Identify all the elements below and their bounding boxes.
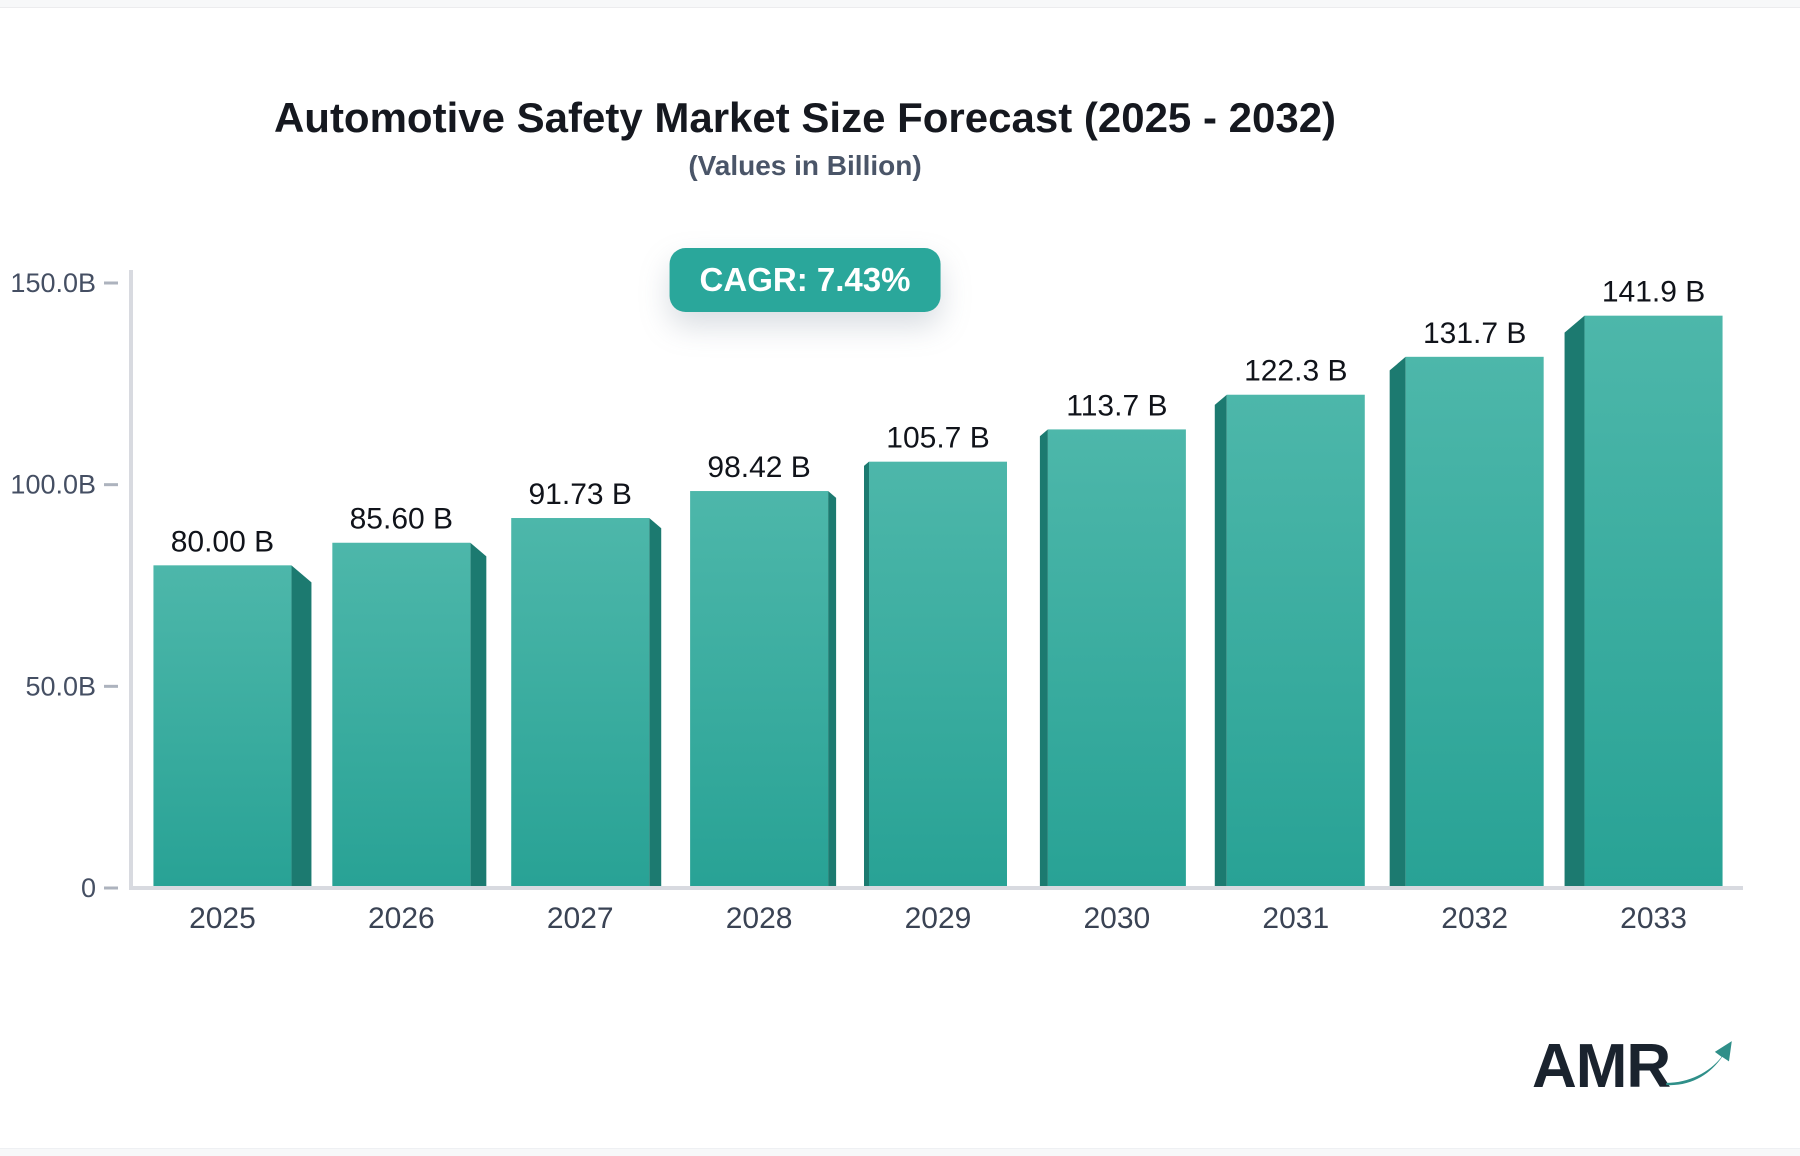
- x-axis-label: 2025: [189, 902, 256, 935]
- chart-subtitle: (Values in Billion): [688, 150, 922, 181]
- bar-side-face: [1389, 356, 1406, 888]
- cagr-badge: CAGR: 7.43%: [669, 248, 941, 312]
- bar-value-label: 80.00 B: [171, 525, 274, 558]
- bar-group-2030: 113.7 B 2030: [1039, 389, 1186, 935]
- bar-group-2033: 141.9 B 2033: [1564, 276, 1723, 935]
- y-axis-tick-label: 150.0B: [10, 268, 96, 298]
- bar-value-label: 122.3 B: [1244, 355, 1347, 388]
- bar-value-label: 85.60 B: [350, 503, 453, 536]
- bar-front-face: [1047, 429, 1186, 888]
- bar-side-face: [649, 518, 662, 888]
- bar-group-2032: 131.7 B 2032: [1389, 317, 1544, 935]
- bar-group-2025: 80.00 B 2025: [153, 525, 312, 935]
- y-axis-line: [129, 270, 133, 888]
- bar-group-2027: 91.73 B 2027: [511, 478, 662, 935]
- amr-logo-text: AMR: [1532, 1032, 1671, 1101]
- bar-side-face: [1214, 394, 1227, 888]
- x-axis-label: 2031: [1262, 902, 1329, 935]
- bar-front-face: [332, 542, 471, 888]
- bar-value-label: 91.73 B: [529, 478, 632, 511]
- bar-front-face: [869, 461, 1007, 888]
- bar-value-label: 113.7 B: [1066, 389, 1167, 422]
- bar-group-2026: 85.60 B 2026: [332, 503, 487, 935]
- bar-side-face: [1564, 315, 1585, 888]
- bar-value-label: 131.7 B: [1423, 317, 1526, 350]
- bar-front-face: [690, 491, 829, 888]
- top-edge-strip: [0, 0, 1800, 8]
- x-axis-label: 2026: [368, 902, 435, 935]
- bar-group-2029: 105.7 B 2029: [864, 422, 1007, 935]
- x-axis-label: 2028: [726, 902, 793, 935]
- bar-side-face: [864, 461, 869, 888]
- x-axis-label: 2033: [1620, 902, 1687, 935]
- bar-side-face: [1039, 429, 1048, 888]
- bottom-edge-strip: [0, 1148, 1800, 1156]
- x-axis-baseline: [129, 886, 1743, 890]
- trend-up-arrow-icon: [1666, 1041, 1732, 1086]
- x-axis-label: 2030: [1084, 902, 1151, 935]
- bar-front-face: [1405, 356, 1544, 888]
- bar-value-label: 98.42 B: [707, 451, 810, 484]
- y-axis-tick-label: 0: [81, 873, 96, 903]
- x-axis-label: 2029: [905, 902, 972, 935]
- bar-front-face: [511, 518, 650, 888]
- bar-side-face: [828, 491, 837, 888]
- amr-logo: AMR: [1532, 1022, 1732, 1112]
- bar-side-face: [291, 565, 312, 888]
- bar-front-face: [153, 565, 292, 888]
- bar-value-label: 141.9 B: [1602, 276, 1705, 309]
- bar-group-2028: 98.42 B 2028: [690, 451, 837, 935]
- bar-group-2031: 122.3 B 2031: [1214, 355, 1365, 935]
- bar-value-label: 105.7 B: [886, 422, 989, 455]
- bar-front-face: [1584, 315, 1723, 888]
- x-axis-label: 2032: [1441, 902, 1508, 935]
- y-axis-tick-label: 50.0B: [25, 671, 96, 701]
- y-axis-tick-label: 100.0B: [10, 470, 96, 500]
- x-axis-label: 2027: [547, 902, 614, 935]
- chart-title: Automotive Safety Market Size Forecast (…: [273, 94, 1337, 141]
- bar-side-face: [470, 542, 487, 888]
- bar-front-face: [1226, 394, 1365, 888]
